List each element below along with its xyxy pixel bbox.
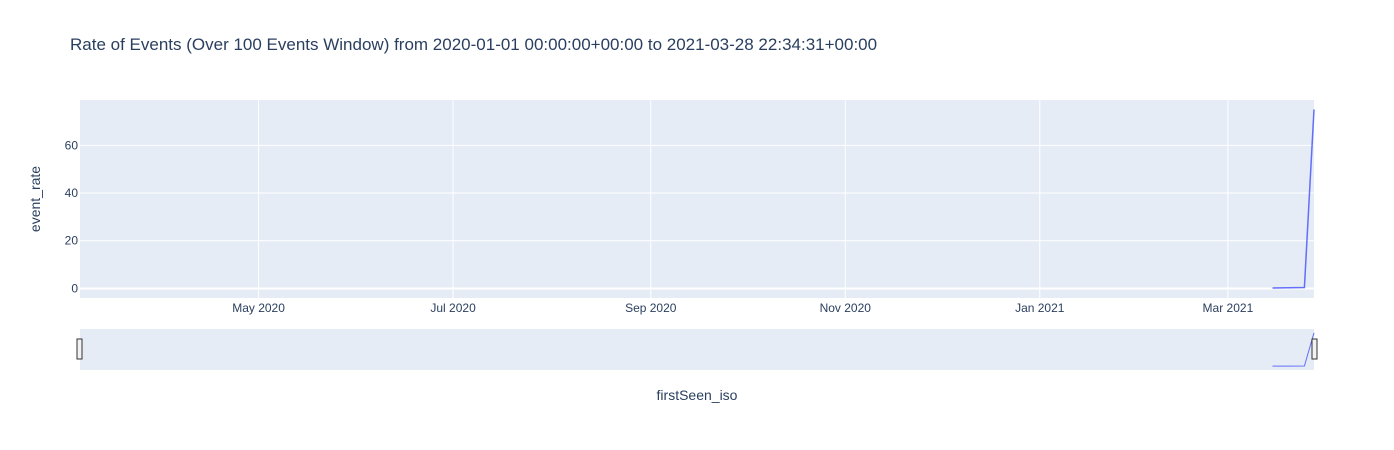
y-tick-labels: 0 20 40 60: [65, 138, 79, 295]
x-axis-title: firstSeen_iso: [657, 387, 738, 403]
range-slider-line: [1272, 332, 1315, 367]
plot-area[interactable]: [80, 100, 1314, 298]
y-axis-title: event_rate: [27, 166, 43, 232]
series-layer: [1272, 109, 1315, 289]
range-slider-right-handle[interactable]: [1311, 338, 1318, 360]
range-slider-series: [1272, 332, 1315, 367]
x-tick-label: Sep 2020: [625, 301, 677, 315]
x-tick-label: Jul 2020: [430, 301, 476, 315]
x-tick-labels: May 2020 Jul 2020 Sep 2020 Nov 2020 Jan 2021…: [232, 301, 1253, 315]
chart-title: Rate of Events (Over 100 Events Window) …: [70, 35, 877, 54]
y-tick-label: 60: [65, 138, 79, 152]
y-gridlines: [80, 144, 1314, 290]
x-tick-label: Nov 2020: [820, 301, 872, 315]
y-tick-label: 40: [65, 186, 79, 200]
range-slider-left-handle[interactable]: [76, 338, 83, 360]
y-tick-label: 0: [71, 281, 78, 295]
x-gridlines: [258, 100, 1229, 298]
range-slider[interactable]: [80, 329, 1314, 370]
series-line: [1272, 109, 1315, 289]
x-tick-label: Jan 2021: [1015, 301, 1065, 315]
x-tick-label: Mar 2021: [1203, 301, 1254, 315]
x-tick-label: May 2020: [232, 301, 285, 315]
y-tick-label: 20: [65, 234, 79, 248]
